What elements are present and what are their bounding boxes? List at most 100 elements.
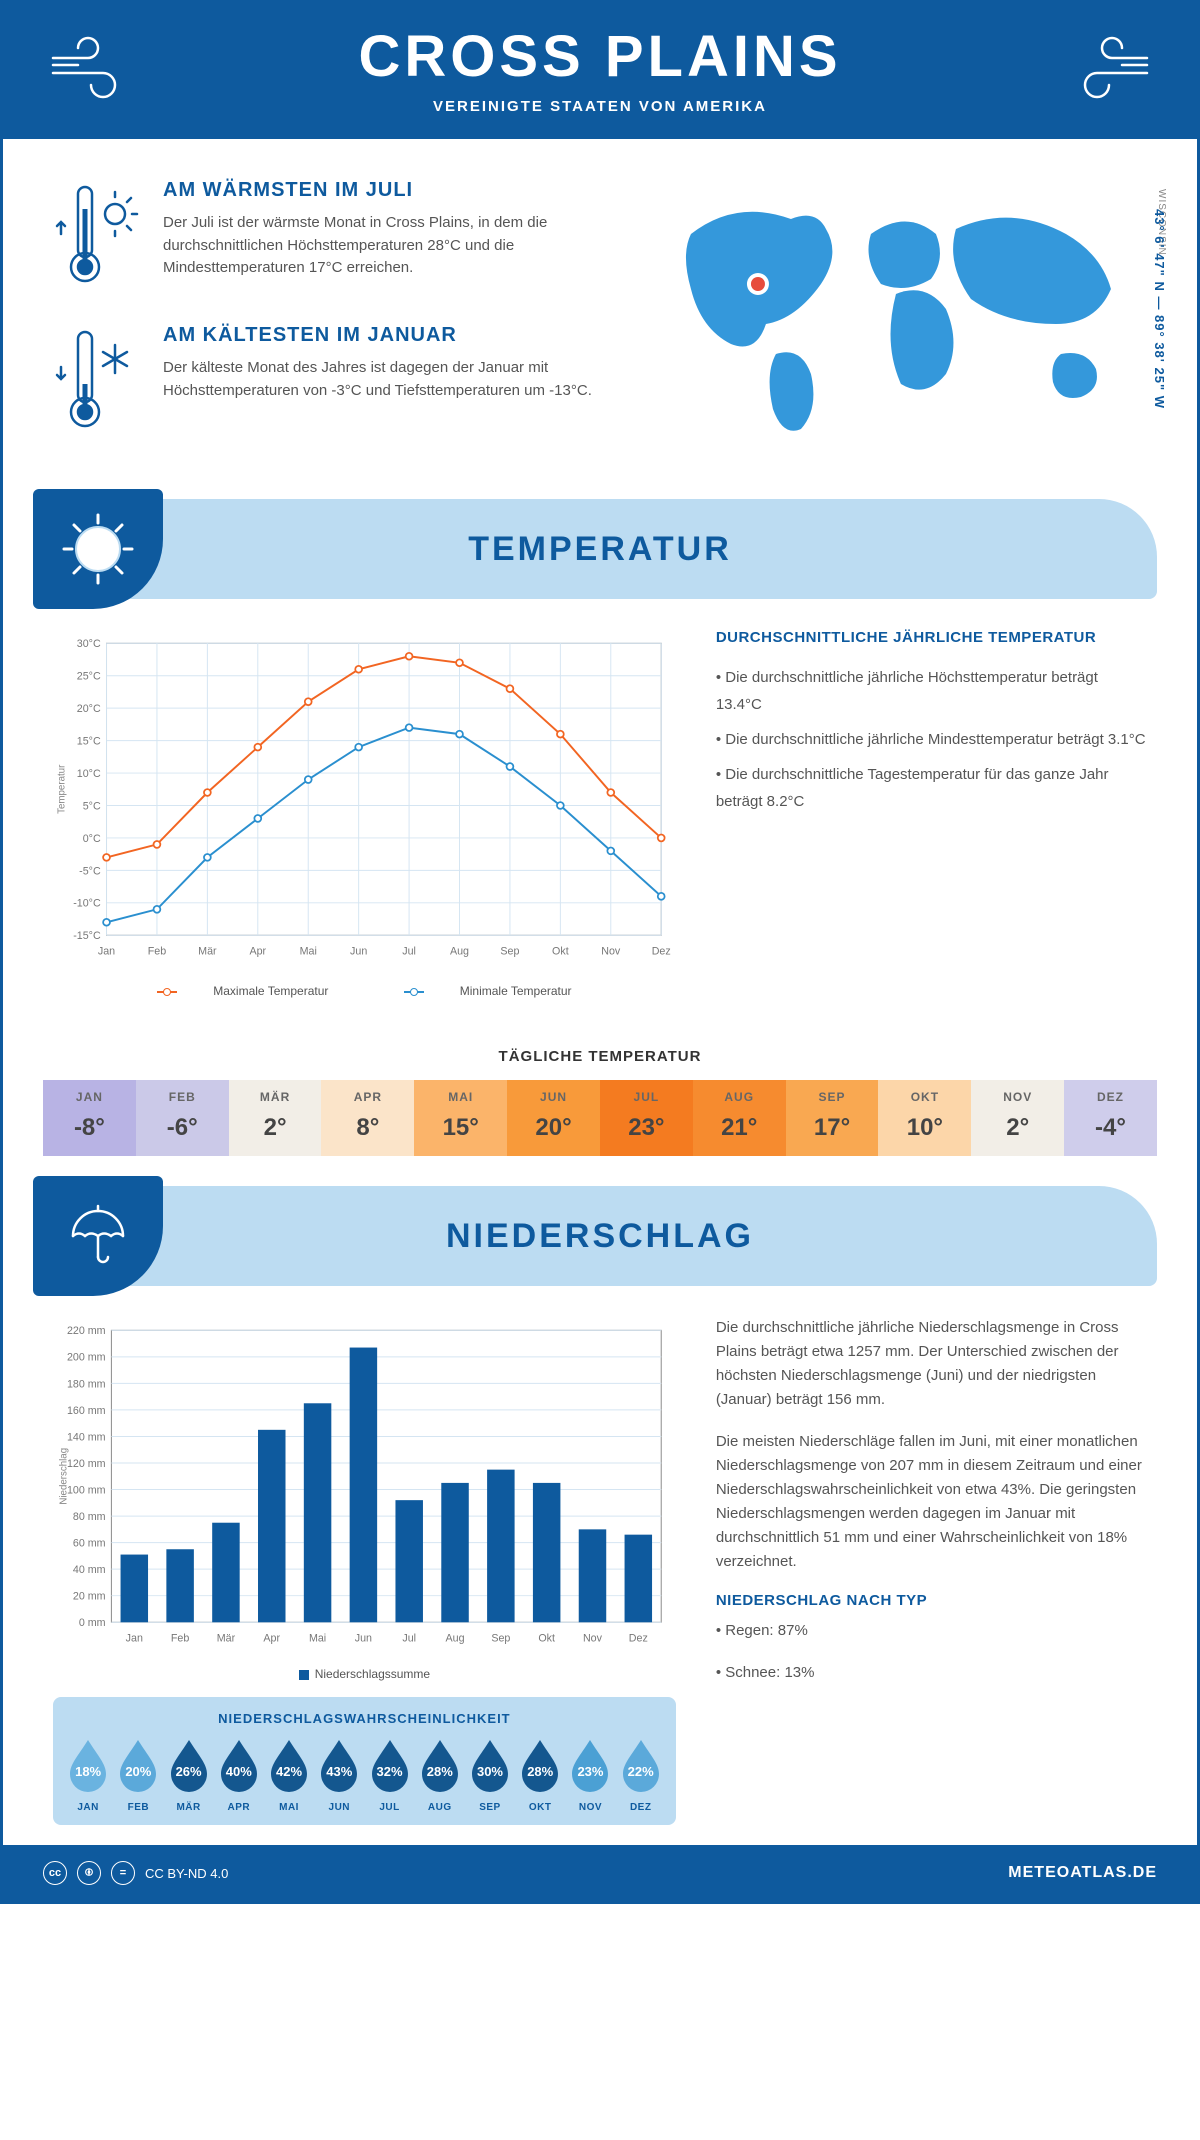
probability-drop: 18%JAN <box>64 1736 112 1813</box>
umbrella-icon <box>63 1201 133 1271</box>
svg-text:Sep: Sep <box>500 946 519 958</box>
svg-text:Dez: Dez <box>652 946 671 958</box>
precip-heading: NIEDERSCHLAG <box>446 1217 754 1256</box>
daily-temp-row: JAN-8°FEB-6°MÄR2°APR8°MAI15°JUN20°JUL23°… <box>43 1080 1157 1156</box>
daily-cell: JUL23° <box>600 1080 693 1156</box>
svg-text:Temperatur: Temperatur <box>57 764 68 814</box>
coordinates: 43° 6' 47" N — 89° 38' 25" W <box>1152 209 1167 409</box>
svg-text:Jan: Jan <box>126 1633 143 1645</box>
svg-text:200 mm: 200 mm <box>67 1352 106 1364</box>
precip-type-title: NIEDERSCHLAG NACH TYP <box>716 1592 1147 1609</box>
svg-text:Apr: Apr <box>249 946 266 958</box>
svg-text:180 mm: 180 mm <box>67 1378 106 1390</box>
probability-panel: NIEDERSCHLAGSWAHRSCHEINLICHKEIT 18%JAN20… <box>53 1697 676 1825</box>
svg-text:Nov: Nov <box>601 946 621 958</box>
daily-cell: MAI15° <box>414 1080 507 1156</box>
svg-text:Mär: Mär <box>217 1633 236 1645</box>
by-icon: 🅯 <box>77 1861 101 1885</box>
temp-info-bullet: • Die durchschnittliche Tagestemperatur … <box>716 761 1147 815</box>
warmest-fact: AM WÄRMSTEN IM JULI Der Juli ist der wär… <box>53 179 605 294</box>
wind-icon <box>1057 33 1157 103</box>
svg-text:Sep: Sep <box>491 1633 510 1645</box>
temperature-banner: TEMPERATUR <box>43 499 1157 599</box>
svg-text:80 mm: 80 mm <box>73 1511 106 1523</box>
svg-text:Jan: Jan <box>98 946 115 958</box>
svg-text:-5°C: -5°C <box>79 865 101 877</box>
svg-text:0°C: 0°C <box>83 833 101 845</box>
probability-drop: 22%DEZ <box>617 1736 665 1813</box>
svg-text:-15°C: -15°C <box>73 930 101 942</box>
page-subtitle: VEREINIGTE STAATEN VON AMERIKA <box>33 98 1167 115</box>
precip-banner: NIEDERSCHLAG <box>43 1186 1157 1286</box>
svg-text:Nov: Nov <box>583 1633 603 1645</box>
probability-drop: 42%MAI <box>265 1736 313 1813</box>
coldest-title: AM KÄLTESTEN IM JANUAR <box>163 324 605 347</box>
precip-type-item: • Regen: 87% <box>716 1619 1147 1643</box>
coldest-fact: AM KÄLTESTEN IM JANUAR Der kälteste Mona… <box>53 324 605 439</box>
probability-drop: 40%APR <box>215 1736 263 1813</box>
coldest-text: Der kälteste Monat des Jahres ist dagege… <box>163 357 605 402</box>
probability-drop: 20%FEB <box>114 1736 162 1813</box>
svg-text:-10°C: -10°C <box>73 898 101 910</box>
probability-drop: 30%SEP <box>466 1736 514 1813</box>
svg-text:Aug: Aug <box>446 1633 465 1645</box>
probability-drop: 23%NOV <box>566 1736 614 1813</box>
sun-icon <box>58 509 138 589</box>
page-title: CROSS PLAINS <box>33 23 1167 90</box>
warmest-text: Der Juli ist der wärmste Monat in Cross … <box>163 212 605 280</box>
svg-text:Jun: Jun <box>350 946 367 958</box>
temp-info-bullet: • Die durchschnittliche jährliche Mindes… <box>716 726 1147 753</box>
svg-text:10°C: 10°C <box>77 768 101 780</box>
svg-text:Feb: Feb <box>171 1633 189 1645</box>
daily-temp-title: TÄGLICHE TEMPERATUR <box>3 1048 1197 1065</box>
svg-text:20 mm: 20 mm <box>73 1591 106 1603</box>
svg-text:Jun: Jun <box>355 1633 372 1645</box>
temp-info-bullet: • Die durchschnittliche jährliche Höchst… <box>716 664 1147 718</box>
svg-text:25°C: 25°C <box>77 671 101 683</box>
svg-text:Niederschlag: Niederschlag <box>59 1448 70 1505</box>
probability-title: NIEDERSCHLAGSWAHRSCHEINLICHKEIT <box>63 1711 666 1726</box>
daily-cell: DEZ-4° <box>1064 1080 1157 1156</box>
license-text: CC BY-ND 4.0 <box>145 1866 228 1881</box>
daily-cell: AUG21° <box>693 1080 786 1156</box>
precip-bar-chart: 0 mm20 mm40 mm60 mm80 mm100 mm120 mm140 … <box>53 1316 676 1656</box>
svg-text:Jul: Jul <box>402 946 416 958</box>
svg-text:160 mm: 160 mm <box>67 1405 106 1417</box>
svg-text:40 mm: 40 mm <box>73 1564 106 1576</box>
svg-text:Aug: Aug <box>450 946 469 958</box>
world-map <box>645 179 1147 439</box>
svg-text:Dez: Dez <box>629 1633 648 1645</box>
intro-section: AM WÄRMSTEN IM JULI Der Juli ist der wär… <box>3 139 1197 499</box>
svg-text:Mär: Mär <box>198 946 217 958</box>
probability-drop: 28%AUG <box>416 1736 464 1813</box>
footer: cc 🅯 = CC BY-ND 4.0 METEOATLAS.DE <box>3 1845 1197 1901</box>
svg-text:60 mm: 60 mm <box>73 1538 106 1550</box>
thermometer-sun-icon <box>53 179 143 289</box>
svg-text:Mai: Mai <box>309 1633 326 1645</box>
probability-drop: 28%OKT <box>516 1736 564 1813</box>
svg-text:5°C: 5°C <box>83 800 101 812</box>
svg-text:120 mm: 120 mm <box>67 1458 106 1470</box>
temp-chart-legend: Maximale Temperatur Minimale Temperatur <box>53 984 676 998</box>
svg-text:Okt: Okt <box>538 1633 555 1645</box>
header: CROSS PLAINS VEREINIGTE STAATEN VON AMER… <box>3 3 1197 139</box>
temperature-line-chart: -15°C-10°C-5°C0°C5°C10°C15°C20°C25°C30°C… <box>53 629 676 969</box>
daily-cell: JUN20° <box>507 1080 600 1156</box>
precip-paragraph: Die durchschnittliche jährliche Niedersc… <box>716 1316 1147 1412</box>
probability-drop: 43%JUN <box>315 1736 363 1813</box>
probability-drop: 26%MÄR <box>165 1736 213 1813</box>
wind-icon <box>43 33 143 103</box>
daily-cell: MÄR2° <box>229 1080 322 1156</box>
nd-icon: = <box>111 1861 135 1885</box>
svg-text:Okt: Okt <box>552 946 569 958</box>
daily-cell: SEP17° <box>786 1080 879 1156</box>
cc-icon: cc <box>43 1861 67 1885</box>
daily-cell: APR8° <box>321 1080 414 1156</box>
daily-cell: FEB-6° <box>136 1080 229 1156</box>
temperature-heading: TEMPERATUR <box>468 530 732 569</box>
svg-text:Mai: Mai <box>300 946 317 958</box>
svg-text:20°C: 20°C <box>77 703 101 715</box>
daily-cell: NOV2° <box>971 1080 1064 1156</box>
warmest-title: AM WÄRMSTEN IM JULI <box>163 179 605 202</box>
svg-text:140 mm: 140 mm <box>67 1431 106 1443</box>
